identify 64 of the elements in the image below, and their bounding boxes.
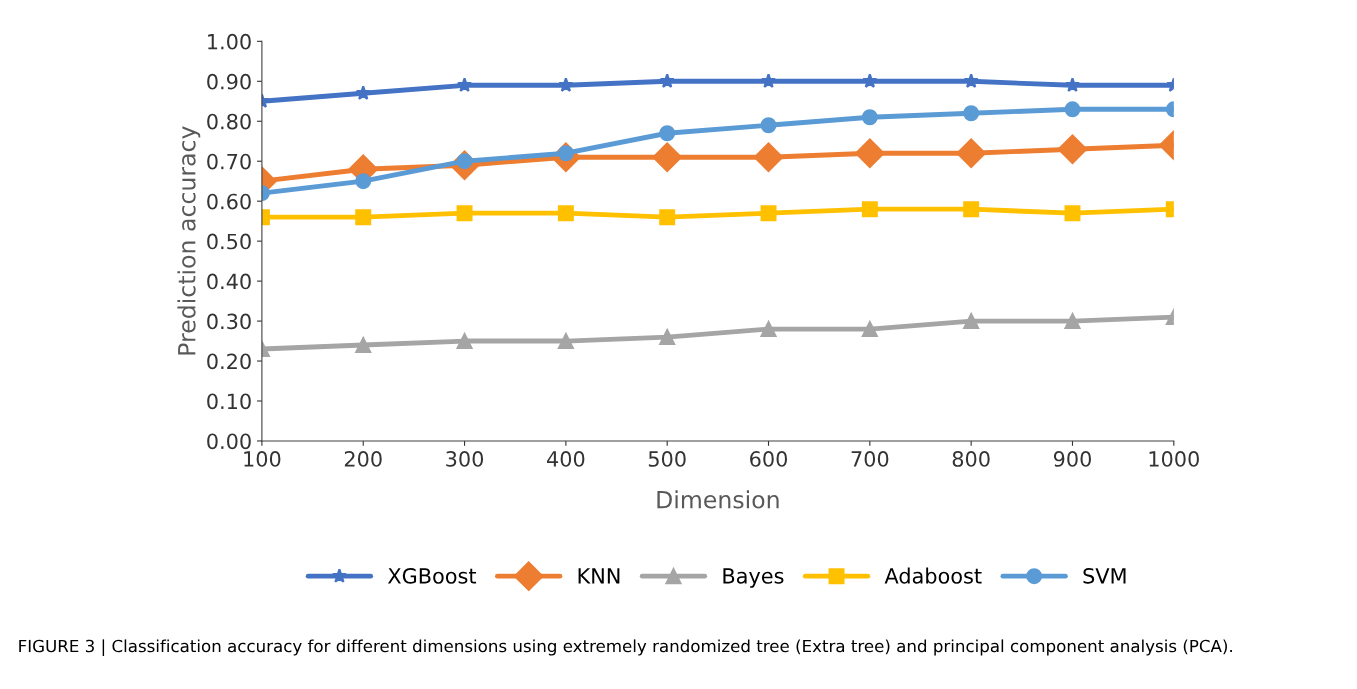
y-tick-label: 0.10 — [207, 393, 251, 410]
point — [659, 209, 676, 226]
y-tick-label: 0.00 — [207, 433, 251, 450]
x-tick-label: 400 — [547, 451, 585, 467]
point — [456, 205, 473, 222]
x-tick-label: 500 — [648, 451, 686, 467]
y-tick-label: 0.40 — [207, 273, 251, 290]
y-tick-label: 0.20 — [207, 353, 251, 370]
point — [355, 173, 372, 190]
point — [1064, 205, 1081, 222]
y-tick-label: 0.80 — [207, 113, 251, 130]
point — [659, 125, 676, 142]
point — [456, 77, 473, 92]
point — [861, 201, 878, 218]
point — [861, 109, 878, 126]
x-tick-label: 100 — [244, 451, 281, 467]
point — [760, 205, 777, 222]
x-tick-label: 700 — [851, 451, 889, 467]
point — [652, 142, 682, 173]
point — [753, 142, 784, 173]
point — [557, 205, 574, 222]
legend-label: XGBoost — [387, 567, 477, 584]
point — [1057, 134, 1088, 165]
legend-label: KNN — [578, 568, 620, 584]
caption: FIGURE 3 | Classification accuracy for different dimensions using extremely randomized tree (Extra tree) and principal component analysis (PCA). — [19, 639, 1232, 656]
point — [558, 77, 574, 92]
y-tick-label: 1.00 — [208, 33, 251, 50]
x-tick-label: 200 — [344, 451, 382, 467]
point — [355, 337, 372, 354]
x-tick-label: 600 — [750, 451, 788, 467]
y-tick-label: 0.60 — [207, 193, 251, 210]
point — [760, 321, 777, 338]
point — [861, 321, 878, 338]
point — [760, 117, 777, 134]
point — [1064, 101, 1081, 118]
x-axis-title: Dimension — [657, 490, 779, 509]
point — [659, 329, 676, 346]
x-tick-label: 1000 — [1149, 451, 1199, 467]
y-axis-title: Prediction accuracy — [177, 126, 201, 355]
y-tick-label: 0.90 — [207, 73, 251, 90]
point — [456, 333, 473, 350]
y-tick-label: 0.30 — [207, 313, 251, 330]
x-tick-label: 800 — [952, 451, 990, 467]
x-tick-label: 300 — [446, 451, 484, 467]
point — [355, 85, 371, 100]
point — [956, 138, 986, 169]
point — [855, 138, 885, 169]
point — [1064, 77, 1081, 92]
y-tick-label: 0.50 — [207, 233, 251, 250]
point — [760, 73, 777, 88]
point — [963, 313, 980, 330]
legend-label: SVM — [1083, 567, 1126, 584]
point — [862, 73, 878, 88]
point — [659, 73, 675, 88]
point — [557, 333, 574, 350]
point — [963, 201, 980, 218]
legend-label: Adaboost — [884, 567, 982, 584]
point — [355, 209, 372, 226]
point — [1064, 313, 1081, 330]
y-tick-label: 0.70 — [207, 153, 251, 170]
legend-label: Bayes — [723, 568, 784, 588]
point — [963, 73, 979, 88]
x-tick-label: 900 — [1053, 451, 1091, 467]
point — [963, 105, 980, 122]
